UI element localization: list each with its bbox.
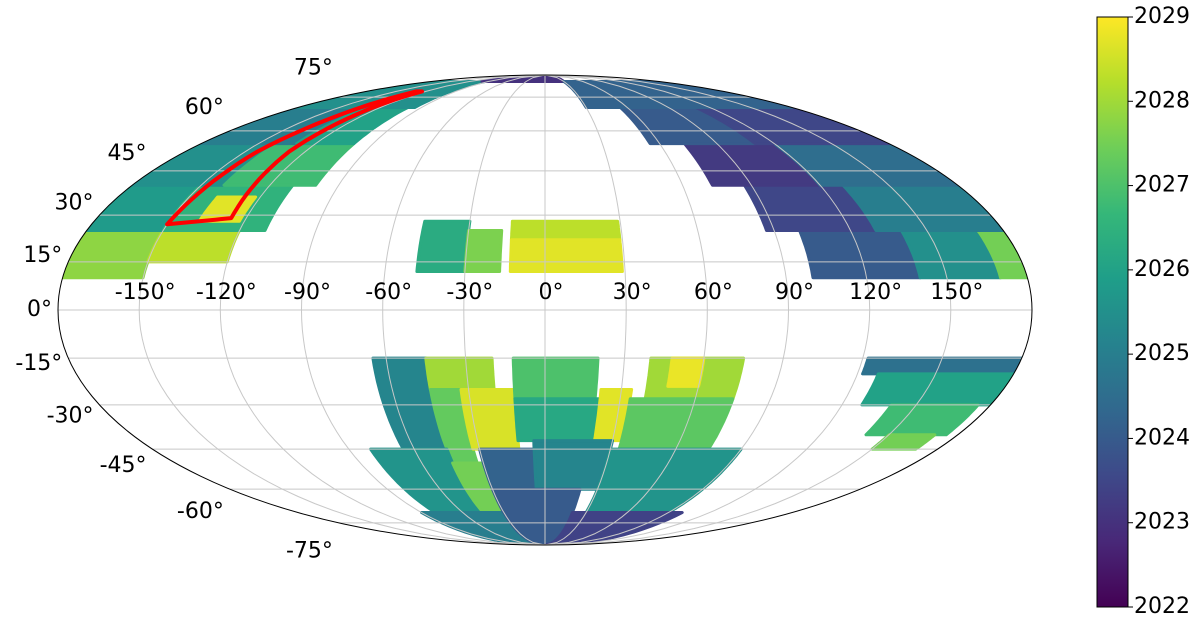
coverage-patch (508, 238, 624, 273)
x-tick-label: 120° (849, 280, 902, 305)
highlight-outline (165, 89, 424, 227)
coverage-patch (562, 80, 794, 109)
coverage-patch (864, 403, 980, 437)
coverage-patch (666, 356, 706, 388)
grid-line (138, 74, 546, 546)
colorbar (1096, 16, 1129, 608)
coverage-patch (61, 229, 165, 280)
x-tick-label: -150° (115, 280, 176, 305)
y-tick-label: 15° (23, 243, 62, 268)
y-tick-label: -75° (286, 538, 333, 563)
x-tick-label: 30° (613, 280, 652, 305)
colorbar-tick-label: 2025 (1134, 341, 1190, 366)
grid-line (544, 74, 708, 546)
x-tick-label: 150° (930, 280, 983, 305)
coverage-patch (463, 229, 504, 273)
grid-line (300, 74, 546, 546)
map-border (57, 74, 1033, 546)
grid-line (463, 74, 546, 546)
grid-line (544, 74, 871, 546)
grid-line (544, 74, 790, 546)
colorbar-tick-label: 2022 (1134, 594, 1190, 619)
x-tick-label: 60° (694, 280, 733, 305)
colorbar-tick-label: 2023 (1134, 510, 1190, 535)
coverage-patch (415, 219, 472, 273)
coverage-patch (617, 397, 735, 451)
x-tick-label: 90° (775, 280, 814, 305)
tick-labels: -75°-60°-45°-30°-15°0°15°30°45°60°75°-15… (15, 56, 983, 564)
x-tick-label: -60° (365, 280, 412, 305)
coverage-patch (860, 372, 1016, 407)
x-tick-label: -120° (196, 280, 257, 305)
colorbar-ticks: 2022 2023 2024 2025 2026 2027 2028 2029 (1128, 4, 1190, 619)
y-tick-label: 30° (55, 191, 94, 216)
x-tick-label: 0° (539, 280, 564, 305)
x-tick-label: -90° (284, 280, 331, 305)
colorbar-tick-label: 2026 (1134, 257, 1190, 282)
overlay (165, 89, 424, 227)
coverage-patch (296, 80, 487, 109)
graticule (58, 74, 1032, 546)
y-tick-label: -60° (177, 499, 224, 524)
colorbar-tick-label: 2029 (1134, 4, 1190, 29)
coverage-patch (584, 447, 743, 514)
grid-line (544, 74, 952, 546)
y-tick-label: 0° (27, 297, 52, 322)
y-tick-label: 45° (108, 141, 147, 166)
y-tick-label: 75° (294, 56, 333, 81)
colorbar-tick-label: 2027 (1134, 173, 1190, 198)
coverage-patch (511, 356, 600, 401)
coverage-patch (146, 229, 241, 264)
colorbar-tick-label: 2028 (1134, 88, 1190, 113)
coverage-patch (424, 356, 496, 391)
y-tick-label: -30° (47, 403, 94, 428)
colorbar-tick-label: 2024 (1134, 425, 1190, 450)
coverage-patch (861, 356, 1024, 376)
grid-line (544, 74, 627, 546)
grid-line (219, 74, 546, 546)
y-tick-label: -15° (15, 351, 62, 376)
y-tick-label: 60° (185, 95, 224, 120)
grid-line (382, 74, 546, 546)
coverage-patch (509, 219, 622, 242)
y-tick-label: -45° (100, 453, 147, 478)
x-tick-label: -30° (446, 280, 493, 305)
